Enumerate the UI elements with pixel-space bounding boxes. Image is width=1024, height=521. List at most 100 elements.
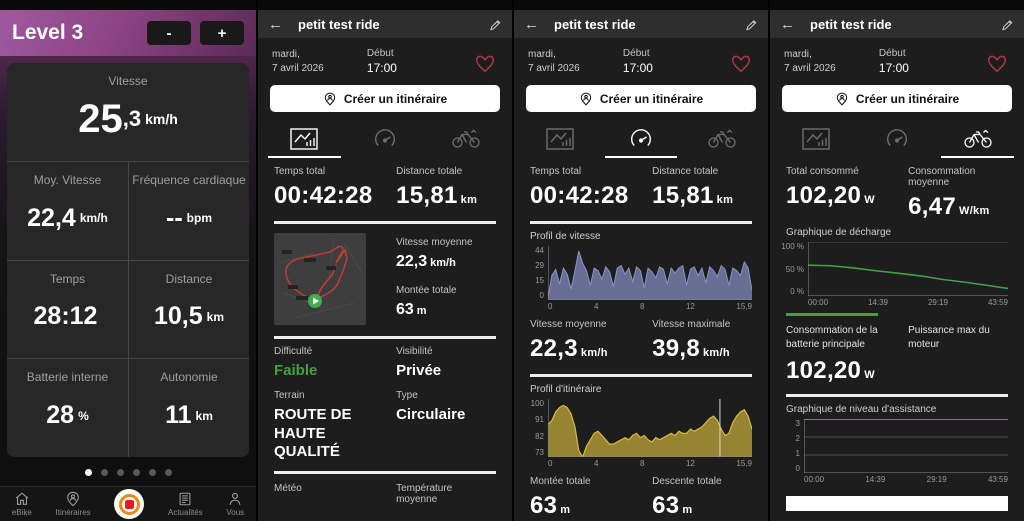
pencil-icon [490,19,501,30]
metric-label: Temps [49,271,86,286]
metric-frequence-cardiaque: Fréquence cardiaque -- bpm [128,161,249,260]
avg-speed: Vitesse moyenne 22,3 km/h [530,319,608,362]
news-icon [179,492,191,506]
ride-title: petit test ride [298,16,380,32]
elevation-profile-plot [548,399,752,457]
pencil-icon [746,19,757,30]
tab-consumption[interactable] [941,122,1015,158]
record-stop-button[interactable] [114,489,145,519]
discharge-plot [808,242,1008,296]
total-time: Temps total 00:42:28 [530,166,629,209]
ride-header: ← petit test ride [514,10,768,38]
page-dot [116,469,124,476]
x-axis-ticks: 0 4 8 12 15,9 [548,459,752,468]
divider [274,336,496,339]
nav-vous[interactable]: Vous [226,491,244,517]
favorite-button[interactable] [984,50,1010,74]
y-axis-ticks: 44 29 15 0 [535,246,544,300]
page-indicator[interactable] [0,469,256,476]
discharge-chart-title: Graphique de décharge [786,227,892,238]
avg-speed: Vitesse moyenne 22,3 km/h [396,237,473,270]
ride-start: Début 17:00 [366,48,397,75]
elevation-profile-chart: 100 91 82 73 0 4 8 12 15,9 [522,399,752,468]
tab-statistics[interactable] [268,122,341,158]
assistance-plot [804,419,1008,473]
edit-title-button[interactable] [1001,18,1014,31]
favorite-button[interactable] [472,50,498,74]
pencil-icon [1002,19,1013,30]
total-consumed: Total consommé 102,20 W [786,166,875,209]
assistance-chart-title: Graphique de niveau d'assistance [786,404,937,415]
ride-title: petit test ride [554,16,636,32]
metric-value: 10,5 km [153,302,224,331]
metric-autonomie: Autonomie 11 km [128,359,249,457]
tab-consumption[interactable] [429,122,502,158]
create-route-button[interactable]: Créer un itinéraire [270,85,500,112]
divider [274,471,496,474]
status-strip [258,0,512,10]
tab-speed[interactable] [604,122,678,158]
elevation-profile-title: Profil d'itinéraire [530,384,602,395]
metric-moy-vitesse: Moy. Vitesse 22,4 km/h [7,162,128,260]
back-button[interactable]: ← [268,15,283,33]
statistics-icon [290,128,319,150]
favorite-button[interactable] [728,50,754,74]
record-ring-icon [118,493,140,515]
map-row: Vitesse moyenne 22,3 km/h Montée totale 6… [258,231,512,327]
heart-icon [987,55,1007,72]
route-path [285,245,348,302]
tab-statistics[interactable] [780,122,853,158]
nav-label: eBike [11,508,32,517]
metric-label: Vitesse [108,74,148,88]
ride-meta: mardi, 7 avril 2026 Début 17:00 [514,38,768,81]
discharge-legend: Consommation de la batterie principale P… [770,324,1024,351]
create-route-button[interactable]: Créer un itinéraire [526,85,756,112]
nav-itineraires[interactable]: Itinéraires [56,491,91,517]
battery-consumption-value: 102,20 W [786,357,875,384]
statistics-icon [802,128,831,150]
ride-speed-panel: ← petit test ride mardi, 7 avril 2026 Déb… [512,0,768,521]
route-map-thumbnail[interactable] [274,233,366,325]
tab-statistics[interactable] [524,122,597,158]
bike-icon [964,129,992,148]
ride-start: Début 17:00 [622,48,653,75]
terrain-field: Terrain ROUTE DE HAUTE QUALITÉ [274,389,352,461]
edit-title-button[interactable] [745,18,758,31]
tab-consumption[interactable] [685,122,758,158]
ride-start: Début 17:00 [878,48,909,75]
ride-date: mardi, 7 avril 2026 [528,49,580,74]
ride-meta: mardi, 7 avril 2026 Début 17:00 [770,38,1024,81]
tab-speed[interactable] [861,122,934,158]
motor-legend-label[interactable]: Puissance max du moteur [908,325,990,350]
metric-row: Vitesse 25,3 km/h [7,63,249,161]
tab-speed[interactable] [349,122,422,158]
ride-tabs [514,122,768,158]
edit-title-button[interactable] [489,18,502,31]
create-route-label: Créer un itinéraire [855,91,960,106]
level-increase-button[interactable]: + [200,21,244,45]
status-strip [770,0,1024,10]
x-axis-ticks: 00:00 14:39 29:19 43:59 [804,475,1008,484]
bike-icon [452,129,480,148]
bottom-nav: eBike Itinéraires Actualités Vous [0,486,256,521]
nav-actualites[interactable]: Actualités [168,491,203,517]
speedometer-icon [375,129,395,146]
create-route-button[interactable]: Créer un itinéraire [782,85,1012,112]
divider [274,221,496,224]
y-axis-ticks: 100 % 50 % 0 % [781,242,804,296]
back-button[interactable]: ← [780,15,795,33]
weather-field: Météo [274,483,302,494]
nav-ebike[interactable]: eBike [12,491,32,517]
metric-label: Distance [165,271,213,286]
nav-label: Vous [226,508,245,517]
route-pin-icon [67,491,79,507]
metric-label: Moy. Vitesse [33,172,102,187]
level-decrease-button[interactable]: - [147,21,191,45]
y-axis-ticks: 100 91 82 73 [530,399,544,457]
bottom-action-button[interactable] [786,496,1008,511]
back-button[interactable]: ← [524,15,539,33]
battery-legend-label[interactable]: Consommation de la batterie principale [786,325,878,350]
consumption-totals: Total consommé 102,20 W Consommation moye… [770,158,1024,223]
